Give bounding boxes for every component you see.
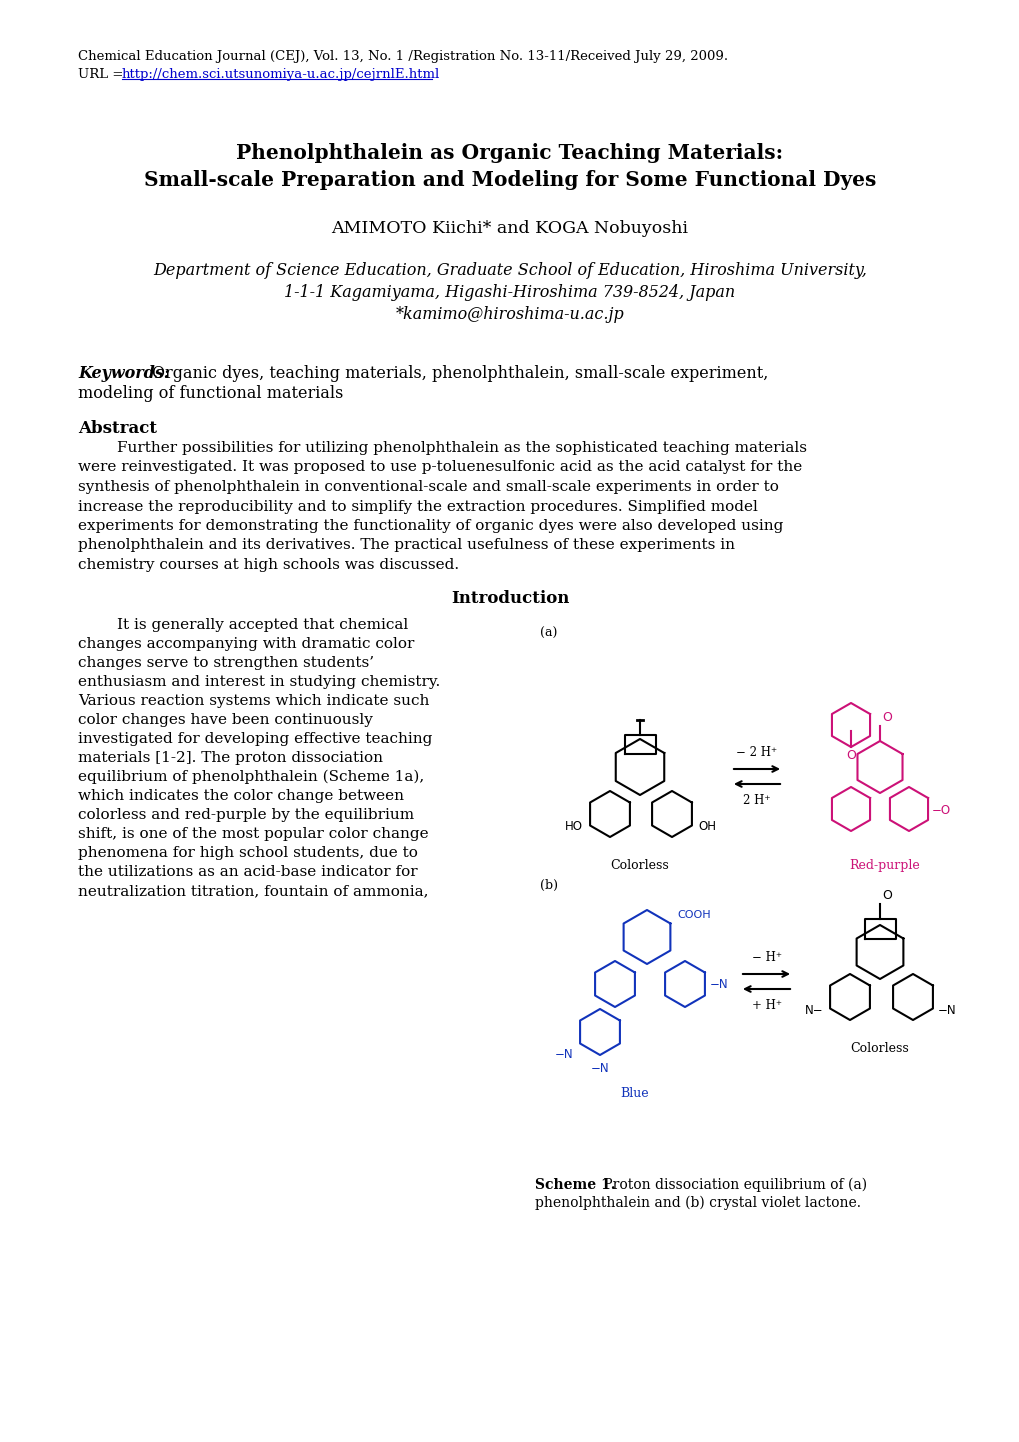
Text: which indicates the color change between: which indicates the color change between [77,789,404,803]
Text: URL =: URL = [77,68,127,81]
Text: phenolphthalein and its derivatives. The practical usefulness of these experimen: phenolphthalein and its derivatives. The… [77,538,735,552]
Text: It is generally accepted that chemical: It is generally accepted that chemical [77,619,408,632]
Text: −N: −N [709,979,728,992]
Text: COOH: COOH [677,910,710,920]
Text: phenolphthalein and (b) crystal violet lactone.: phenolphthalein and (b) crystal violet l… [535,1195,860,1210]
Text: N−: N− [805,1005,823,1018]
Text: Small-scale Preparation and Modeling for Some Functional Dyes: Small-scale Preparation and Modeling for… [144,170,875,190]
Text: Red-purple: Red-purple [849,859,919,872]
Text: changes serve to strengthen students’: changes serve to strengthen students’ [77,656,374,671]
Text: investigated for developing effective teaching: investigated for developing effective te… [77,733,432,746]
Text: Introduction: Introduction [450,590,569,607]
Text: materials [1-2]. The proton dissociation: materials [1-2]. The proton dissociation [77,751,382,766]
Text: − H⁺: − H⁺ [751,952,782,965]
Text: Organic dyes, teaching materials, phenolphthalein, small-scale experiment,: Organic dyes, teaching materials, phenol… [152,365,767,382]
Text: changes accompanying with dramatic color: changes accompanying with dramatic color [77,637,414,650]
Text: Further possibilities for utilizing phenolphthalein as the sophisticated teachin: Further possibilities for utilizing phen… [77,441,806,456]
Text: AMIMOTO Kiichi* and KOGA Nobuyoshi: AMIMOTO Kiichi* and KOGA Nobuyoshi [331,221,688,236]
Text: Chemical Education Journal (CEJ), Vol. 13, No. 1 /Registration No. 13-11/Receive: Chemical Education Journal (CEJ), Vol. 1… [77,50,728,63]
Text: Department of Science Education, Graduate School of Education, Hiroshima Univers: Department of Science Education, Graduat… [153,262,866,278]
Text: Keywords:: Keywords: [77,365,169,382]
Text: Colorless: Colorless [850,1043,909,1056]
Text: *kamimo@hiroshima-u.ac.jp: *kamimo@hiroshima-u.ac.jp [395,306,624,323]
Text: O: O [881,711,891,724]
Text: Blue: Blue [621,1087,649,1100]
Text: 1-1-1 Kagamiyama, Higashi-Hiroshima 739-8524, Japan: 1-1-1 Kagamiyama, Higashi-Hiroshima 739-… [284,284,735,301]
Text: (a): (a) [539,627,556,640]
Text: (b): (b) [539,880,557,893]
Text: phenomena for high school students, due to: phenomena for high school students, due … [77,846,418,859]
Text: enthusiasm and interest in studying chemistry.: enthusiasm and interest in studying chem… [77,675,440,689]
Text: 2 H⁺: 2 H⁺ [743,795,770,808]
Text: −N: −N [554,1047,573,1060]
Text: −O: −O [931,803,950,816]
Text: −N: −N [590,1061,608,1074]
Text: modeling of functional materials: modeling of functional materials [77,385,343,402]
Text: synthesis of phenolphthalein in conventional-scale and small-scale experiments i: synthesis of phenolphthalein in conventi… [77,480,779,495]
Text: HO: HO [565,820,583,833]
Text: O: O [845,748,855,761]
Text: O: O [881,890,891,903]
Text: Proton dissociation equilibrium of (a): Proton dissociation equilibrium of (a) [598,1178,866,1193]
Text: Abstract: Abstract [77,420,157,437]
Text: equilibrium of phenolphthalein (Scheme 1a),: equilibrium of phenolphthalein (Scheme 1… [77,770,424,784]
Text: http://chem.sci.utsunomiya-u.ac.jp/cejrnlE.html: http://chem.sci.utsunomiya-u.ac.jp/cejrn… [122,68,440,81]
Text: + H⁺: + H⁺ [751,999,782,1012]
Text: − 2 H⁺: − 2 H⁺ [736,746,776,758]
Text: Various reaction systems which indicate such: Various reaction systems which indicate … [77,694,429,708]
Text: chemistry courses at high schools was discussed.: chemistry courses at high schools was di… [77,558,459,572]
Text: Colorless: Colorless [610,859,668,872]
Text: Phenolphthalein as Organic Teaching Materials:: Phenolphthalein as Organic Teaching Mate… [236,143,783,163]
Text: experiments for demonstrating the functionality of organic dyes were also develo: experiments for demonstrating the functi… [77,519,783,534]
Text: the utilizations as an acid-base indicator for: the utilizations as an acid-base indicat… [77,865,417,880]
Text: OH: OH [697,820,715,833]
Text: were reinvestigated. It was proposed to use p-toluenesulfonic acid as the acid c: were reinvestigated. It was proposed to … [77,460,802,474]
Text: neutralization titration, fountain of ammonia,: neutralization titration, fountain of am… [77,884,428,898]
Text: color changes have been continuously: color changes have been continuously [77,712,373,727]
Text: shift, is one of the most popular color change: shift, is one of the most popular color … [77,828,428,841]
Text: increase the reproducibility and to simplify the extraction procedures. Simplifi: increase the reproducibility and to simp… [77,499,757,513]
Text: colorless and red-purple by the equilibrium: colorless and red-purple by the equilibr… [77,808,414,822]
Text: −N: −N [937,1005,956,1018]
Text: Scheme 1.: Scheme 1. [535,1178,615,1193]
